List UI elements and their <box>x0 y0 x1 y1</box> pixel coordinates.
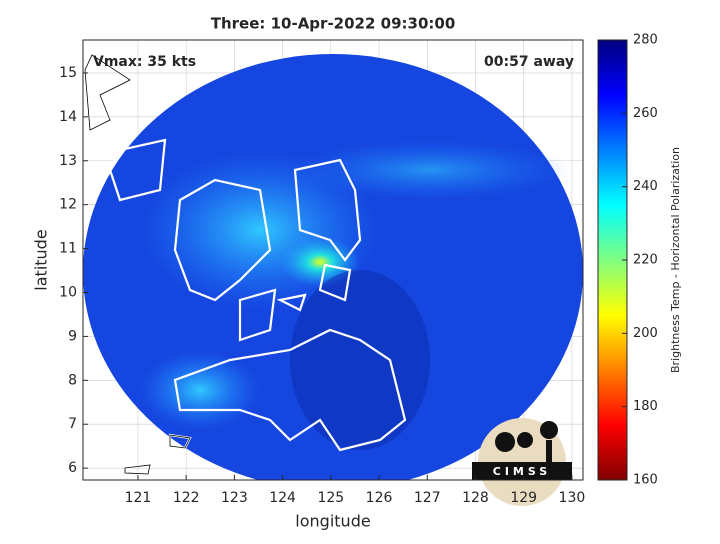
y-tick-label: 7 <box>68 416 77 432</box>
x-tick-label: 125 <box>317 490 344 506</box>
x-tick-label: 130 <box>559 490 586 506</box>
colorbar-tick-label: 160 <box>633 473 658 488</box>
y-tick-label: 8 <box>68 372 77 388</box>
x-tick-label: 126 <box>366 490 393 506</box>
y-tick-label: 12 <box>59 197 77 213</box>
x-tick-label: 122 <box>173 490 200 506</box>
y-tick-label: 14 <box>59 109 77 125</box>
annotation: 00:57 away <box>484 54 574 70</box>
y-tick-label: 15 <box>59 65 77 81</box>
x-tick-label: 123 <box>221 490 248 506</box>
colorbar-tick-label: 240 <box>633 179 658 194</box>
logo-text: CIMSS <box>493 465 551 478</box>
colorbar-label: Brightness Temp - Horizontal Polarizatio… <box>669 147 682 373</box>
annotation: Vmax: 35 kts <box>93 54 196 70</box>
colorbar-tick-label: 180 <box>633 399 658 414</box>
y-tick-label: 11 <box>59 241 77 257</box>
x-axis-label: longitude <box>295 512 370 531</box>
x-tick-label: 121 <box>125 490 152 506</box>
y-tick-label: 6 <box>68 460 77 476</box>
brightness-field <box>83 53 583 480</box>
title: Three: 10-Apr-2022 09:30:00 <box>211 15 456 33</box>
cimss-logo: CIMSS <box>472 418 572 506</box>
y-tick-label: 9 <box>68 328 77 344</box>
colorbar-tick-label: 260 <box>633 106 658 121</box>
x-tick-label: 127 <box>414 490 441 506</box>
colorbar-tick-label: 280 <box>633 33 658 48</box>
x-tick-label: 128 <box>462 490 489 506</box>
y-tick-label: 10 <box>59 284 77 300</box>
x-tick-label: 129 <box>510 490 537 506</box>
y-axis-label: latitude <box>32 229 51 290</box>
colorbar-tick-label: 220 <box>633 253 658 268</box>
x-tick-label: 124 <box>269 490 296 506</box>
y-tick-label: 13 <box>59 153 77 169</box>
axes-box <box>82 39 584 481</box>
colorbar-tick-label: 200 <box>633 326 658 341</box>
